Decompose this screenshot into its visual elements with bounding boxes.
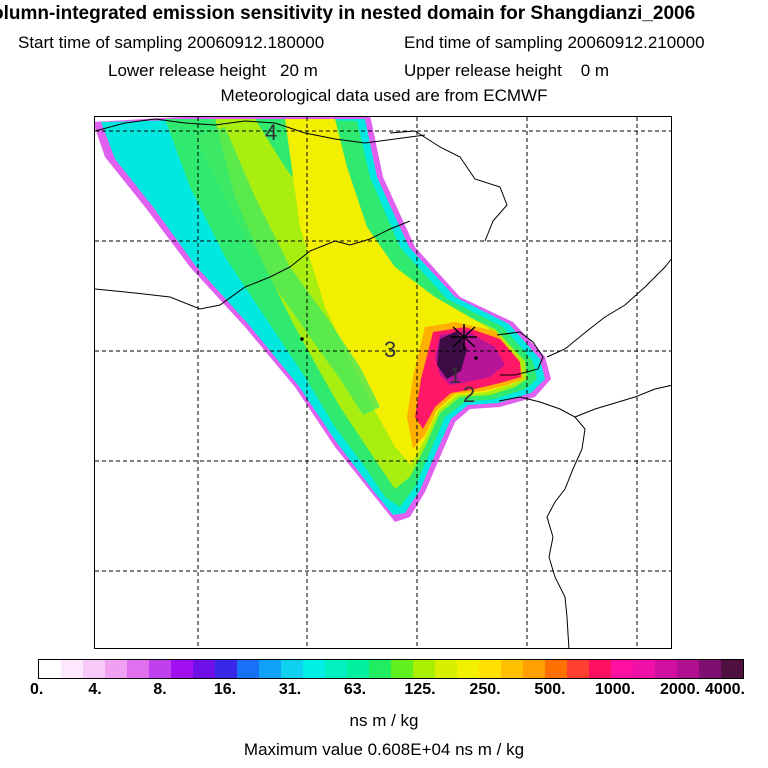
colorbar-tick-label: 0. bbox=[30, 681, 44, 698]
colorbar-swatch bbox=[457, 660, 479, 678]
station-dot bbox=[474, 356, 478, 360]
colorbar-swatch bbox=[633, 660, 655, 678]
colorbar-swatch bbox=[149, 660, 171, 678]
grid-lines bbox=[95, 117, 671, 648]
colorbar-swatch bbox=[193, 660, 215, 678]
coastlines bbox=[95, 118, 671, 648]
colorbar-swatch bbox=[369, 660, 391, 678]
colorbar-swatch bbox=[83, 660, 105, 678]
colorbar-tick-label: 31. bbox=[278, 681, 302, 698]
map-panel: 4 3 1 2 bbox=[94, 116, 672, 649]
colorbar-swatch bbox=[61, 660, 83, 678]
colorbar-swatch bbox=[259, 660, 281, 678]
maximum-value: Maximum value 0.608E+04 ns m / kg bbox=[243, 740, 525, 759]
colorbar-tick-label: 8. bbox=[153, 681, 167, 698]
colorbar-swatch bbox=[567, 660, 589, 678]
colorbar-tick-label: 500. bbox=[534, 681, 566, 698]
cluster-label-1: 1 bbox=[449, 363, 461, 388]
colorbar-swatch bbox=[611, 660, 633, 678]
colorbar-swatch bbox=[303, 660, 325, 678]
colorbar-swatch bbox=[325, 660, 347, 678]
colorbar-swatch bbox=[523, 660, 545, 678]
colorbar-tick-label: 2000. bbox=[659, 681, 701, 698]
colorbar-swatch bbox=[391, 660, 413, 678]
sampling-start: Start time of sampling 20060912.180000 bbox=[18, 33, 325, 52]
colorbar-swatch bbox=[237, 660, 259, 678]
colorbar-tick-label: 250. bbox=[469, 681, 501, 698]
colorbar-swatch bbox=[171, 660, 193, 678]
colorbar-swatch bbox=[281, 660, 303, 678]
station-dot bbox=[300, 337, 304, 341]
receptor-marker bbox=[451, 324, 477, 350]
colorbar-swatch bbox=[413, 660, 435, 678]
release-lower: Lower release height 20 m bbox=[108, 61, 318, 80]
colorbar-swatch bbox=[699, 660, 721, 678]
colorbar-swatch bbox=[39, 660, 61, 678]
colorbar-swatch bbox=[655, 660, 677, 678]
colorbar-units: ns m / kg bbox=[349, 711, 419, 730]
colorbar-tick-label: 125. bbox=[404, 681, 436, 698]
cluster-label-2: 2 bbox=[463, 382, 475, 407]
plume-green-band bbox=[195, 127, 380, 415]
colorbar-swatch bbox=[721, 660, 743, 678]
colorbar-swatch bbox=[215, 660, 237, 678]
sensitivity-map: 4 3 1 2 bbox=[95, 117, 671, 648]
plume-dark bbox=[437, 331, 467, 379]
colorbar-swatch bbox=[589, 660, 611, 678]
cluster-label-4: 4 bbox=[265, 120, 277, 145]
colorbar-tick-label: 4000. bbox=[704, 681, 745, 698]
release-upper: Upper release height 0 m bbox=[404, 61, 610, 80]
colorbar-tick-label: 1000. bbox=[594, 681, 636, 698]
colorbar-ticks: 0. 4. 8. 16. 31. 63. 125. 250. 500. 1000. 2000. 400… bbox=[0, 681, 768, 705]
colorbar-tick-label: 16. bbox=[213, 681, 237, 698]
colorbar-swatch bbox=[435, 660, 457, 678]
cluster-label-3: 3 bbox=[384, 337, 396, 362]
plot-title: olumn-integrated emission sensitivity in… bbox=[0, 3, 696, 24]
colorbar-swatch bbox=[501, 660, 523, 678]
colorbar bbox=[38, 659, 744, 679]
colorbar-tick-label: 63. bbox=[343, 681, 367, 698]
colorbar-tick-label: 4. bbox=[88, 681, 102, 698]
meteo-source: Meteorological data used are from ECMWF bbox=[220, 86, 548, 105]
colorbar-swatch bbox=[677, 660, 699, 678]
colorbar-swatch bbox=[545, 660, 567, 678]
sampling-end: End time of sampling 20060912.210000 bbox=[404, 33, 705, 52]
colorbar-swatch bbox=[127, 660, 149, 678]
colorbar-swatch bbox=[479, 660, 501, 678]
colorbar-swatch bbox=[105, 660, 127, 678]
colorbar-swatch bbox=[347, 660, 369, 678]
